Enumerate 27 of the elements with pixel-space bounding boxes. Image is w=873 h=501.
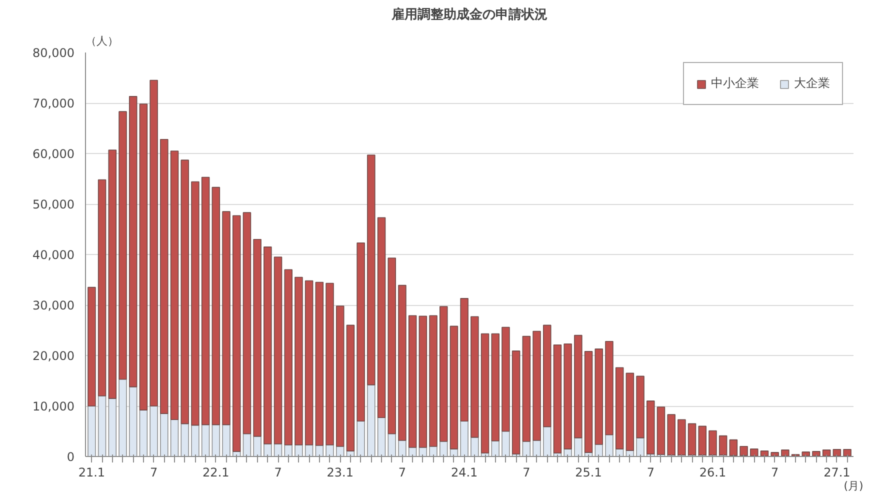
x-tick-label: 27.1 — [824, 466, 850, 480]
y-tick-label: 0 — [66, 450, 75, 464]
legend-label: 大企業 — [794, 75, 830, 92]
y-tick-label: 50,000 — [32, 198, 75, 212]
x-tick-label: 7 — [274, 466, 282, 480]
x-tick-label: 7 — [646, 466, 654, 480]
y-tick-label: 30,000 — [32, 298, 75, 312]
y-tick-label: 80,000 — [32, 46, 75, 60]
x-tick-label: 24.1 — [450, 466, 478, 480]
x-tick-label: 7 — [150, 466, 158, 480]
x-tick-label: 25.1 — [575, 466, 602, 480]
y-tick-label: 20,000 — [32, 349, 75, 363]
x-tick-label: 7 — [522, 466, 530, 480]
x-tick-label: 7 — [398, 466, 406, 480]
x-tick-label: 21.1 — [78, 466, 106, 480]
x-axis-title: (月) — [844, 480, 864, 492]
x-tick-label: 26.1 — [699, 466, 726, 480]
legend-label: 中小企業 — [711, 75, 759, 92]
x-tick-label: 23.1 — [326, 466, 354, 480]
x-tick-label: 7 — [771, 466, 779, 480]
y-tick-label: 10,000 — [32, 400, 75, 414]
x-tick-label: 22.1 — [202, 466, 230, 480]
chart-title: 雇用調整助成金の申請状況 — [390, 6, 548, 22]
y-axis-title: （人） — [86, 34, 118, 48]
y-tick-label: 40,000 — [32, 248, 75, 262]
y-tick-label: 70,000 — [32, 96, 75, 110]
y-tick-label: 60,000 — [32, 147, 75, 161]
